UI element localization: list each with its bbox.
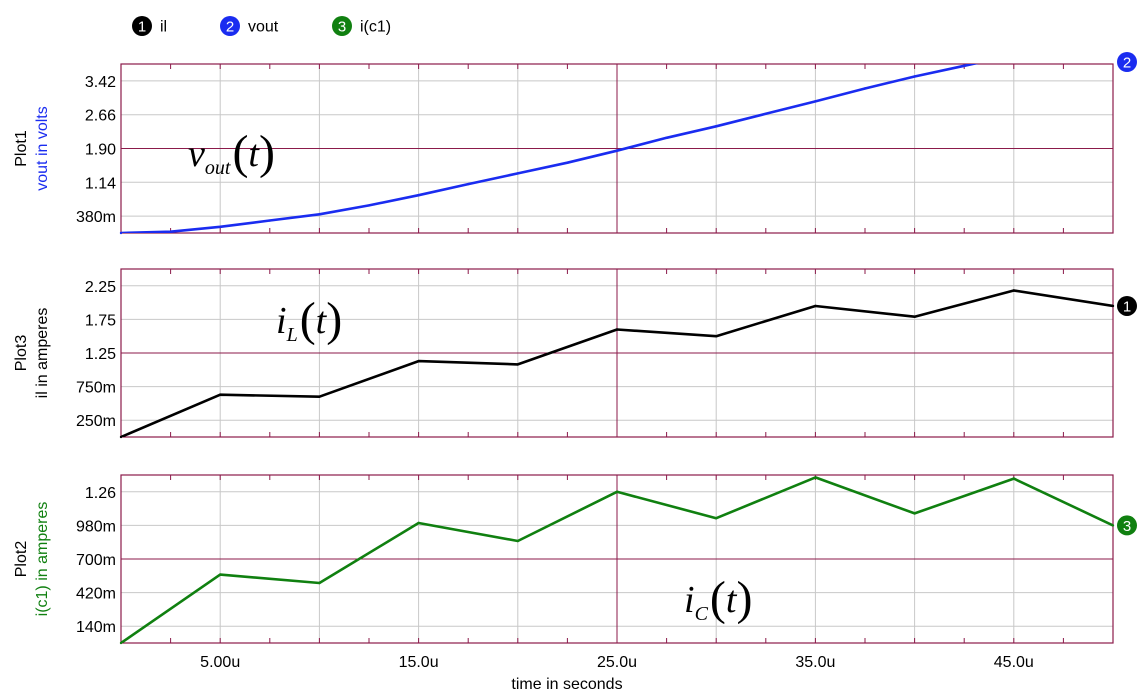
data-point	[467, 182, 470, 186]
math-annotation: iC(t)	[684, 572, 752, 625]
plot-panel-plot2: 1.26 980m 700m 420m 140m Plot2 i(c1) in ampere…	[13, 474, 1137, 693]
data-point	[715, 125, 718, 128]
data-point	[566, 161, 569, 164]
data-point	[318, 213, 321, 216]
data-point	[814, 100, 817, 103]
legend-badge-il	[132, 16, 152, 36]
series-badge-number: 1	[1123, 298, 1131, 315]
y-axis-label: vout in volts	[34, 106, 51, 190]
y-tick-label: 1.26	[85, 485, 116, 502]
series-badge-vout	[1117, 52, 1137, 72]
data-point	[367, 204, 371, 207]
data-point	[764, 112, 767, 116]
y-tick-label: 1.14	[85, 175, 116, 192]
plot-name-label: Plot2	[13, 541, 30, 578]
legend-badge-number: 2	[226, 19, 234, 36]
data-point	[318, 395, 321, 398]
data-point	[1111, 304, 1115, 308]
legend-badge-number: 3	[338, 19, 346, 36]
plot-name-label: Plot3	[13, 335, 30, 372]
math-annotation: vout(t)	[188, 126, 275, 179]
data-point	[665, 136, 668, 140]
plot-frame	[120, 268, 1114, 438]
legend-label-vout: vout	[248, 19, 279, 36]
data-point	[963, 64, 966, 67]
y-tick-label: 700m	[76, 552, 116, 569]
y-tick-label: 1.25	[85, 346, 116, 363]
y-tick-label: 250m	[76, 413, 116, 430]
data-point	[219, 573, 222, 576]
series-badge-number: 3	[1123, 518, 1131, 535]
y-tick-label: 2.66	[85, 108, 116, 125]
y-tick-label: 420m	[76, 586, 116, 603]
y-tick-label: 3.42	[85, 74, 116, 91]
data-point	[814, 304, 817, 308]
data-point	[913, 75, 916, 78]
data-point	[615, 149, 619, 152]
data-point	[119, 641, 123, 645]
y-tick-label: 1.90	[85, 142, 116, 159]
data-point	[516, 363, 519, 366]
legend-badge-ic1	[332, 16, 352, 36]
data-point	[516, 539, 519, 543]
y-tick-label: 750m	[76, 380, 116, 397]
data-point	[615, 490, 619, 493]
data-point	[913, 512, 916, 515]
data-point	[417, 521, 420, 525]
x-tick-label: 25.0u	[597, 654, 637, 671]
data-point	[169, 230, 172, 233]
legend-label-il: il	[160, 19, 167, 36]
data-point	[119, 231, 123, 235]
data-point	[615, 328, 619, 331]
data-point	[268, 219, 271, 222]
x-tick-label: 5.00u	[200, 654, 240, 671]
legend-badge-vout	[220, 16, 240, 36]
data-point	[219, 225, 222, 228]
y-tick-label: 2.25	[85, 279, 116, 296]
data-point	[1012, 289, 1015, 292]
data-point	[417, 193, 420, 197]
data-point	[1012, 477, 1015, 480]
data-point	[1111, 524, 1115, 527]
data-point	[863, 87, 867, 90]
y-axis-label: i(c1) in amperes	[34, 502, 51, 617]
x-axis-label: time in seconds	[511, 676, 622, 693]
data-point	[715, 335, 718, 338]
plot-frame	[120, 474, 1114, 644]
data-point	[913, 315, 916, 318]
series-badge-il	[1117, 295, 1137, 316]
math-annotation: iL(t)	[276, 293, 342, 346]
y-tick-label: 1.75	[85, 312, 116, 329]
plot-name-label: Plot1	[13, 130, 30, 167]
x-tick-label: 45.0u	[994, 654, 1034, 671]
y-tick-label: 140m	[76, 619, 116, 636]
y-tick-label: 980m	[76, 518, 116, 535]
data-point	[417, 359, 420, 363]
plot-panel-plot1: 3.42 2.66 1.90 1.14 380m Plot1 vout in volts 2 v…	[13, 52, 1137, 235]
x-tick-label: 35.0u	[795, 654, 835, 671]
data-point	[516, 172, 519, 175]
legend-label-ic1: i(c1)	[360, 19, 391, 36]
plot-panel-plot3: 2.25 1.75 1.25 750m 250m Plot3 il in amperes 1 i…	[13, 268, 1137, 439]
data-point	[318, 581, 321, 585]
data-point	[219, 393, 222, 396]
data-point	[814, 476, 817, 479]
data-point	[715, 517, 718, 520]
data-point	[119, 435, 123, 439]
y-tick-label: 380m	[76, 209, 116, 226]
series-badge-number: 2	[1123, 55, 1131, 72]
series-badge-ic1	[1117, 515, 1137, 536]
plot-frame	[120, 63, 1114, 234]
x-tick-label: 15.0u	[399, 654, 439, 671]
legend-badge-number: 1	[138, 19, 146, 36]
y-axis-label: il in amperes	[34, 308, 51, 399]
